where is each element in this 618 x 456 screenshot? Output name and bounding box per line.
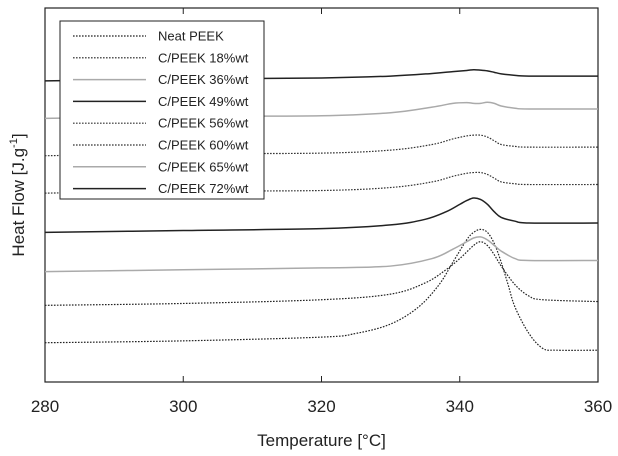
x-tick-label: 320 (307, 397, 335, 416)
y-axis-title-end: ] (9, 133, 28, 138)
legend-label: C/PEEK 60%wt (158, 138, 249, 153)
x-tick-label: 340 (446, 397, 474, 416)
series-curves (44, 68, 599, 351)
series-line-6 (44, 134, 599, 157)
legend: Neat PEEK C/PEEK 18%wt C/PEEK 36%wt C/PEEK … (59, 20, 265, 200)
legend-label: C/PEEK 65%wt (158, 159, 249, 174)
y-axis-title: Heat Flow [J.g-1] (8, 133, 28, 256)
x-tick-label: 360 (584, 397, 612, 416)
series-line-8 (44, 68, 599, 82)
y-axis-title-main: Heat Flow [J.g (9, 148, 28, 257)
x-tick-label: 280 (31, 397, 59, 416)
x-axis-title: Temperature [°C] (257, 431, 386, 450)
legend-label: C/PEEK 49%wt (158, 94, 249, 109)
x-tick-label: 300 (169, 397, 197, 416)
series-line-1 (44, 228, 599, 351)
x-axis-ticks: 280 300 320 340 360 (31, 8, 612, 416)
y-axis-title-exponent: -1 (8, 138, 20, 148)
legend-label: C/PEEK 72%wt (158, 181, 249, 196)
legend-label: Neat PEEK (158, 29, 224, 44)
legend-label: C/PEEK 36%wt (158, 72, 249, 87)
series-line-2 (44, 241, 599, 306)
legend-box (59, 20, 265, 200)
series-line-7 (44, 101, 599, 120)
series-line-4 (44, 197, 599, 234)
legend-label: C/PEEK 18%wt (158, 50, 249, 65)
series-line-5 (44, 171, 599, 194)
series-line-3 (44, 236, 599, 273)
legend-label: C/PEEK 56%wt (158, 116, 249, 131)
legend-items: Neat PEEK C/PEEK 18%wt C/PEEK 36%wt C/PEEK … (73, 29, 249, 196)
